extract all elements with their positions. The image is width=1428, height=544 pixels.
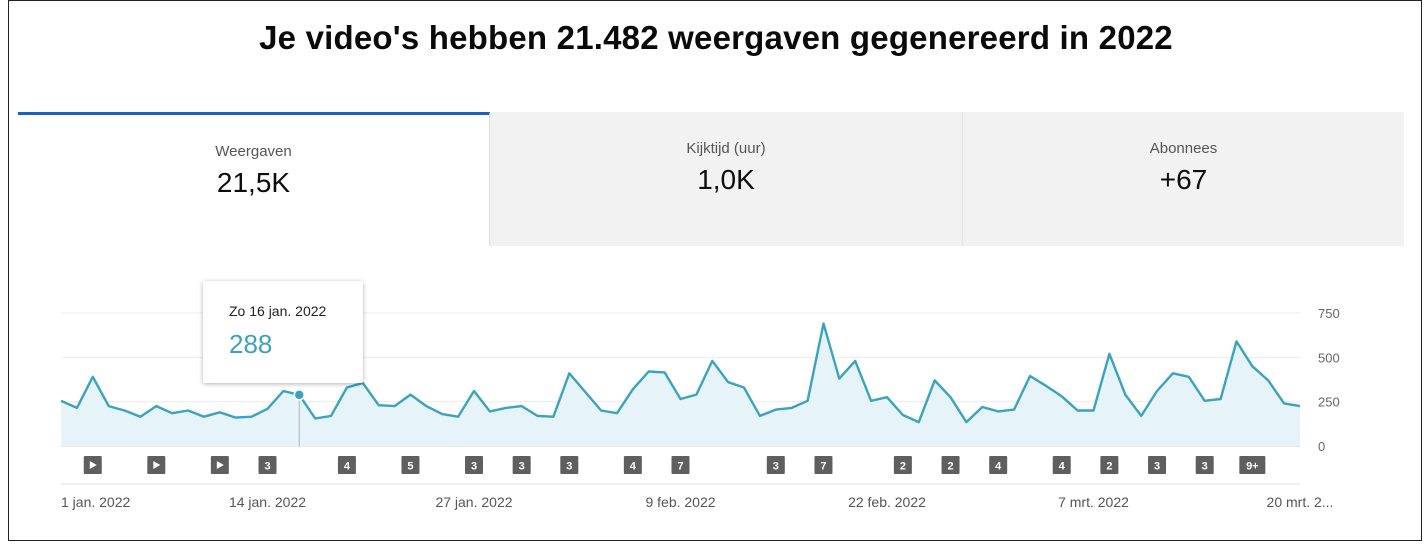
upload-count-marker bbox=[893, 456, 912, 474]
tab-kijktijd[interactable]: Kijktijd (uur) 1,0K bbox=[490, 112, 963, 246]
x-tick-label: 7 mrt. 2022 bbox=[1058, 494, 1129, 510]
marker-label: 7 bbox=[677, 461, 683, 473]
marker-label: 3 bbox=[773, 461, 779, 473]
upload-count-marker bbox=[623, 456, 642, 474]
page-title: Je video's hebben 21.482 weergaven gegen… bbox=[259, 19, 1173, 56]
tab-label: Abonnees bbox=[1149, 140, 1218, 157]
tab-weergaven[interactable]: Weergaven 21,5K bbox=[18, 112, 490, 246]
marker-label: 3 bbox=[471, 461, 477, 473]
marker-label: 3 bbox=[519, 461, 525, 473]
upload-count-marker bbox=[1052, 456, 1071, 474]
x-tick-label: 20 mrt. 2... bbox=[1267, 494, 1334, 510]
marker-label: 3 bbox=[1202, 461, 1208, 473]
area-fill bbox=[61, 323, 1300, 446]
play-icon bbox=[153, 461, 161, 469]
marker-label: 3 bbox=[566, 461, 572, 473]
upload-count-marker bbox=[1239, 456, 1266, 474]
tab-label: Kijktijd (uur) bbox=[686, 140, 766, 157]
marker-label: 3 bbox=[1154, 461, 1160, 473]
x-tick-label: 22 feb. 2022 bbox=[848, 494, 926, 510]
play-icon bbox=[216, 461, 224, 469]
marker-label: 7 bbox=[820, 461, 826, 473]
upload-count-marker bbox=[512, 456, 531, 474]
upload-count-marker bbox=[1100, 456, 1119, 474]
highlight-point bbox=[293, 389, 306, 401]
y-tick-label: 250 bbox=[1318, 395, 1340, 410]
tab-value: 1,0K bbox=[697, 164, 755, 195]
marker-label: 4 bbox=[1059, 461, 1066, 473]
upload-count-marker bbox=[258, 456, 277, 474]
marker-label: 5 bbox=[407, 461, 413, 473]
upload-count-marker bbox=[401, 456, 420, 474]
x-tick-label: 1 jan. 2022 bbox=[61, 494, 130, 510]
play-icon bbox=[89, 461, 97, 469]
upload-count-marker bbox=[766, 456, 785, 474]
marker-label: 4 bbox=[630, 461, 637, 473]
y-tick-label: 0 bbox=[1318, 439, 1325, 454]
y-tick-label: 750 bbox=[1318, 306, 1340, 321]
upload-count-marker bbox=[671, 456, 690, 474]
marker-label: 2 bbox=[900, 461, 906, 473]
marker-label: 2 bbox=[1106, 461, 1112, 473]
tooltip-date: Zo 16 jan. 2022 bbox=[229, 303, 327, 319]
y-tick-label: 500 bbox=[1318, 350, 1340, 365]
tab-abonnees[interactable]: Abonnees +67 bbox=[963, 112, 1404, 246]
tab-label: Weergaven bbox=[215, 143, 292, 160]
upload-count-marker bbox=[560, 456, 579, 474]
metric-tabs: Weergaven 21,5K Kijktijd (uur) 1,0K Abon… bbox=[18, 112, 1404, 246]
analytics-card: Je video's hebben 21.482 weergaven gegen… bbox=[8, 0, 1422, 541]
tooltip-value: 288 bbox=[229, 329, 273, 359]
tab-value: +67 bbox=[1159, 164, 1208, 195]
marker-label: 4 bbox=[344, 461, 351, 473]
marker-label: 3 bbox=[264, 461, 270, 473]
marker-label: 9+ bbox=[1246, 461, 1259, 473]
x-tick-label: 27 jan. 2022 bbox=[435, 494, 512, 510]
upload-count-marker bbox=[941, 456, 960, 474]
upload-count-marker bbox=[989, 456, 1008, 474]
upload-count-marker bbox=[814, 456, 833, 474]
marker-label: 2 bbox=[947, 461, 953, 473]
upload-count-marker bbox=[337, 456, 356, 474]
chart-tooltip: Zo 16 jan. 2022 288 bbox=[203, 281, 363, 383]
upload-count-marker bbox=[1195, 456, 1214, 474]
upload-count-marker bbox=[1148, 456, 1167, 474]
x-tick-label: 9 feb. 2022 bbox=[645, 494, 715, 510]
tab-value: 21,5K bbox=[216, 167, 291, 198]
marker-label: 4 bbox=[995, 461, 1002, 473]
upload-count-marker bbox=[465, 456, 483, 474]
x-tick-label: 14 jan. 2022 bbox=[229, 494, 306, 510]
series-line bbox=[60, 322, 1301, 424]
